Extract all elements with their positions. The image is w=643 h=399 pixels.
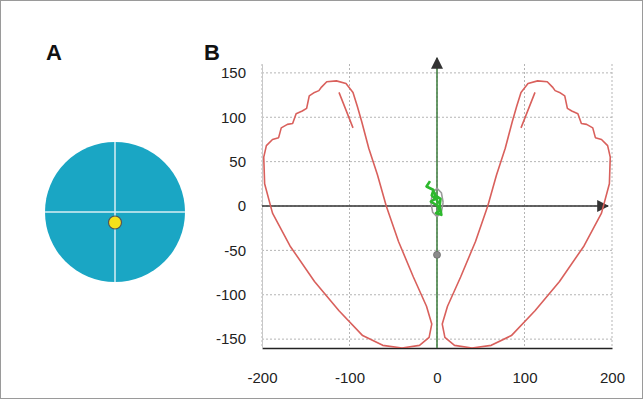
- y-axis: -150 -100 -50 0 50 100 150: [216, 64, 263, 348]
- y-tick: 50: [229, 153, 262, 170]
- y-tick-label: 100: [221, 109, 246, 126]
- y-tick-label: -150: [216, 330, 246, 347]
- panel-label: B: [204, 40, 220, 65]
- y-tick-label: -50: [224, 242, 246, 259]
- x-tick: -200: [247, 348, 277, 386]
- y-tick-label: 150: [221, 64, 246, 81]
- panel-label: A: [46, 40, 62, 65]
- plot-disc: [45, 142, 185, 282]
- y-tick-label: -100: [216, 286, 246, 303]
- panel: -200 -100 0 100 200 -150 -100 -50 0 50 100 150: [216, 58, 625, 386]
- panel: [45, 142, 185, 282]
- series-line: [264, 81, 432, 348]
- series-point: [109, 216, 122, 229]
- y-tick: -50: [224, 242, 262, 259]
- figure-frame: [1, 1, 643, 399]
- series-line: [442, 81, 610, 348]
- grid: [45, 142, 185, 282]
- y-tick-label: 50: [229, 153, 246, 170]
- x-tick: 200: [600, 348, 625, 386]
- x-tick: 100: [512, 348, 537, 386]
- y-tick: -100: [216, 286, 262, 303]
- series-point: [434, 251, 441, 258]
- x-tick-label: 100: [512, 369, 537, 386]
- figure: A -200 -100 0 100 200 -150 -100 -50 0 50 100 150B: [0, 0, 643, 399]
- x-axis: -200 -100 0 100 200: [247, 348, 625, 386]
- x-tick-label: -200: [247, 369, 277, 386]
- grid-line: [45, 211, 185, 213]
- y-tick: 100: [221, 109, 262, 126]
- y-tick: -150: [216, 330, 262, 347]
- x-tick: 0: [433, 348, 441, 386]
- marks: [264, 81, 611, 348]
- y-tick-label: 0: [238, 197, 246, 214]
- y-tick: 150: [221, 64, 262, 81]
- x-axis-domain: [263, 348, 613, 349]
- marks: [109, 216, 122, 229]
- x-tick-label: -100: [335, 369, 365, 386]
- x-tick-label: 200: [600, 369, 625, 386]
- x-tick: -100: [335, 348, 365, 386]
- y-tick: 0: [238, 197, 262, 214]
- x-tick-label: 0: [433, 369, 441, 386]
- series-line: [427, 181, 442, 215]
